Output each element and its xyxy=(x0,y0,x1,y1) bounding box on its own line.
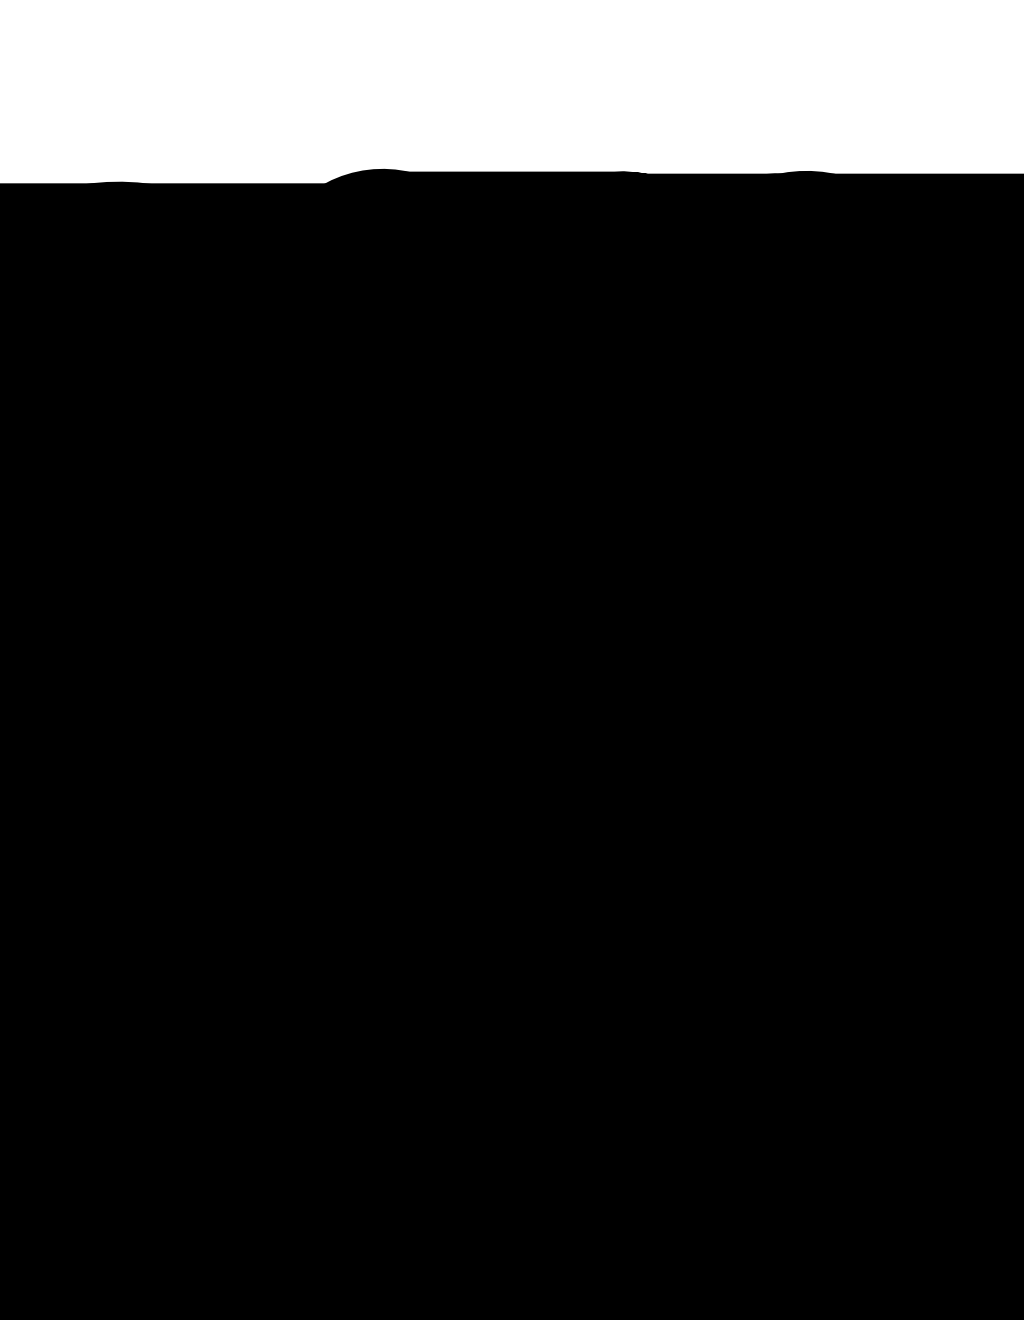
Text: TX Data
Processor: TX Data Processor xyxy=(424,1005,452,1068)
Text: 912: 912 xyxy=(314,1068,336,1081)
Bar xyxy=(430,516,508,601)
Bar xyxy=(779,271,849,359)
Text: Data
Source: Data Source xyxy=(792,301,836,329)
Bar xyxy=(403,998,473,1074)
Text: TMTR: TMTR xyxy=(637,735,650,775)
Bar xyxy=(430,713,508,797)
Text: Processor: Processor xyxy=(579,282,592,346)
Bar xyxy=(550,393,621,470)
Text: TMTR: TMTR xyxy=(676,540,688,578)
Text: CSI: CSI xyxy=(625,265,646,277)
Bar xyxy=(624,713,701,797)
Bar xyxy=(663,271,732,359)
Bar xyxy=(299,998,369,1074)
Text: 920: 920 xyxy=(426,975,449,989)
Text: US 2009/0201794 A1: US 2009/0201794 A1 xyxy=(802,194,958,207)
Text: 930: 930 xyxy=(562,1068,585,1081)
Text: Memory: Memory xyxy=(579,405,592,458)
Text: Memory: Memory xyxy=(567,895,581,946)
Text: 900: 900 xyxy=(228,603,260,620)
Text: ...: ... xyxy=(531,548,553,570)
Text: FIG. 9: FIG. 9 xyxy=(751,651,854,682)
Text: Aug. 13, 2009  Sheet 9 of 11: Aug. 13, 2009 Sheet 9 of 11 xyxy=(356,194,566,207)
Polygon shape xyxy=(430,549,447,569)
Text: ...: ... xyxy=(531,744,553,766)
Bar xyxy=(430,882,508,982)
Text: Data
Source: Data Source xyxy=(311,1022,355,1051)
Text: TX Data
Processor: TX Data Processor xyxy=(684,282,712,346)
Bar xyxy=(539,998,608,1074)
Text: Patent Application Publication: Patent Application Publication xyxy=(167,194,393,207)
Text: CSI: CSI xyxy=(611,998,634,1011)
Text: 910: 910 xyxy=(283,928,312,942)
Text: TX MIMO
Processor: TX MIMO Processor xyxy=(455,903,483,962)
Text: TMTR: TMTR xyxy=(482,540,495,578)
Text: 950: 950 xyxy=(337,313,367,326)
Text: RCVR: RCVR xyxy=(637,540,650,578)
Text: 954a: 954a xyxy=(434,494,464,507)
Text: 922t: 922t xyxy=(628,788,654,801)
Bar xyxy=(624,516,701,601)
Bar xyxy=(539,882,608,960)
Text: RCVR: RCVR xyxy=(676,737,688,774)
Text: Modulator: Modulator xyxy=(691,399,705,465)
Text: 980: 980 xyxy=(658,463,681,477)
Bar xyxy=(647,882,717,982)
Text: RX Data
Processor: RX Data Processor xyxy=(435,347,464,409)
Polygon shape xyxy=(624,744,641,766)
Bar xyxy=(663,393,732,470)
Polygon shape xyxy=(430,744,447,766)
Text: 936: 936 xyxy=(779,248,802,261)
Text: 924a: 924a xyxy=(384,788,413,801)
Text: 922a: 922a xyxy=(434,788,464,801)
Bar xyxy=(550,271,621,359)
Polygon shape xyxy=(624,549,641,569)
Text: 952r: 952r xyxy=(578,494,605,507)
Text: 972: 972 xyxy=(547,463,569,477)
Text: RX Data
Processor: RX Data Processor xyxy=(691,1005,720,1068)
Text: 932: 932 xyxy=(562,859,585,873)
Text: 940: 940 xyxy=(663,859,685,873)
Text: RCVR: RCVR xyxy=(482,737,495,774)
Text: Pilot: Pilot xyxy=(392,1073,419,1086)
Text: RCVR: RCVR xyxy=(443,540,456,578)
Text: 960: 960 xyxy=(411,433,433,446)
Text: Demod: Demod xyxy=(676,909,688,954)
Text: 942: 942 xyxy=(686,1068,709,1081)
Text: 938: 938 xyxy=(658,248,681,261)
Text: TMTR: TMTR xyxy=(443,735,456,775)
Text: 914: 914 xyxy=(426,1068,449,1081)
Text: 954r: 954r xyxy=(628,494,656,507)
Text: Processor: Processor xyxy=(567,1005,581,1068)
Text: 970: 970 xyxy=(547,248,569,261)
Bar xyxy=(415,317,484,440)
Bar xyxy=(671,998,740,1074)
Text: 952a: 952a xyxy=(384,494,413,507)
Text: 924t: 924t xyxy=(578,788,604,801)
